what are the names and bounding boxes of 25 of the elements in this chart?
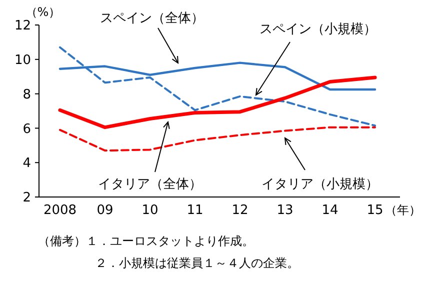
x-tick-label: 10 <box>142 203 158 218</box>
x-tick-label: 12 <box>232 203 248 218</box>
line-series <box>59 46 376 127</box>
y-tick-label: 10 <box>14 52 31 68</box>
y-tick-label: 8 <box>22 87 31 102</box>
x-tick-label: 11 <box>186 203 204 218</box>
x-tick-label: 2008 <box>43 203 77 218</box>
y-tick-label: 6 <box>22 122 31 137</box>
line-series <box>58 76 377 130</box>
line-series <box>59 126 376 152</box>
text: スペイン（全体） <box>100 11 204 26</box>
x-tick-label: 13 <box>276 203 294 218</box>
y-tick-label: 2 <box>22 190 31 206</box>
x-tick-label: 09 <box>96 203 114 218</box>
text: イタリア（小規模） <box>262 177 378 192</box>
y-axis-title: （%） <box>25 5 61 19</box>
text: （備考）１．ユーロスタットより作成。 <box>38 234 254 248</box>
text: スペイン（小規模） <box>260 22 376 37</box>
x-tick-label: 14 <box>322 203 338 218</box>
x-tick-label: 15 <box>366 203 384 218</box>
y-tick-label: 12 <box>14 18 31 34</box>
y-tick-label: 4 <box>22 156 31 172</box>
text: ２．小規模は従業員１～４人の企業。 <box>95 256 299 270</box>
x-axis-title: （年） <box>385 203 421 217</box>
text: イタリア（全体） <box>98 177 202 192</box>
